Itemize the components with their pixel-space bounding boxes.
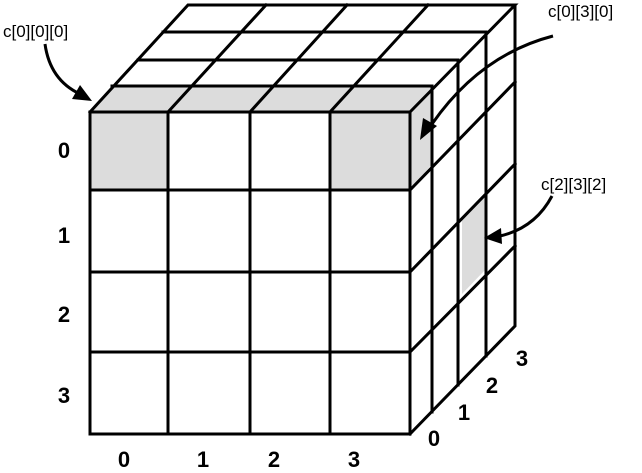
row-label-0: 0 <box>58 138 70 163</box>
callout-c030: c[0][3][0] <box>548 2 613 21</box>
row-label-3: 3 <box>58 383 70 408</box>
callout-c000: c[0][0][0] <box>3 22 68 41</box>
depth-label-2: 2 <box>486 373 498 398</box>
arrow-c232 <box>499 195 554 238</box>
top-face-grid <box>87 2 519 115</box>
highlight-side-cell-2-2 <box>462 196 485 294</box>
cube-grid <box>87 2 519 437</box>
column-label-2: 2 <box>268 447 280 472</box>
arrow-c000 <box>43 43 81 96</box>
callout-arrows <box>43 34 554 244</box>
highlight-front-cell-0-0 <box>90 112 168 190</box>
depth-label-3: 3 <box>516 346 528 371</box>
arrow-c030-head <box>420 118 437 140</box>
depth-label-0: 0 <box>428 426 440 451</box>
column-label-1: 1 <box>197 447 209 472</box>
arrow-c030 <box>430 34 554 125</box>
highlight-front-cell-0-3 <box>330 112 410 190</box>
side-face-grid <box>407 3 518 437</box>
arrow-c232-head <box>484 228 502 244</box>
row-labels: 0 1 2 3 <box>58 138 70 408</box>
column-labels: 0 1 2 3 <box>118 447 360 472</box>
depth-label-1: 1 <box>458 400 470 425</box>
row-label-1: 1 <box>58 223 70 248</box>
column-label-3: 3 <box>348 447 360 472</box>
arrow-c000-head <box>72 85 92 101</box>
row-label-2: 2 <box>58 302 70 327</box>
callout-c232: c[2][3][2] <box>541 175 606 194</box>
column-label-0: 0 <box>118 447 130 472</box>
depth-labels: 0 1 2 3 <box>428 346 528 451</box>
